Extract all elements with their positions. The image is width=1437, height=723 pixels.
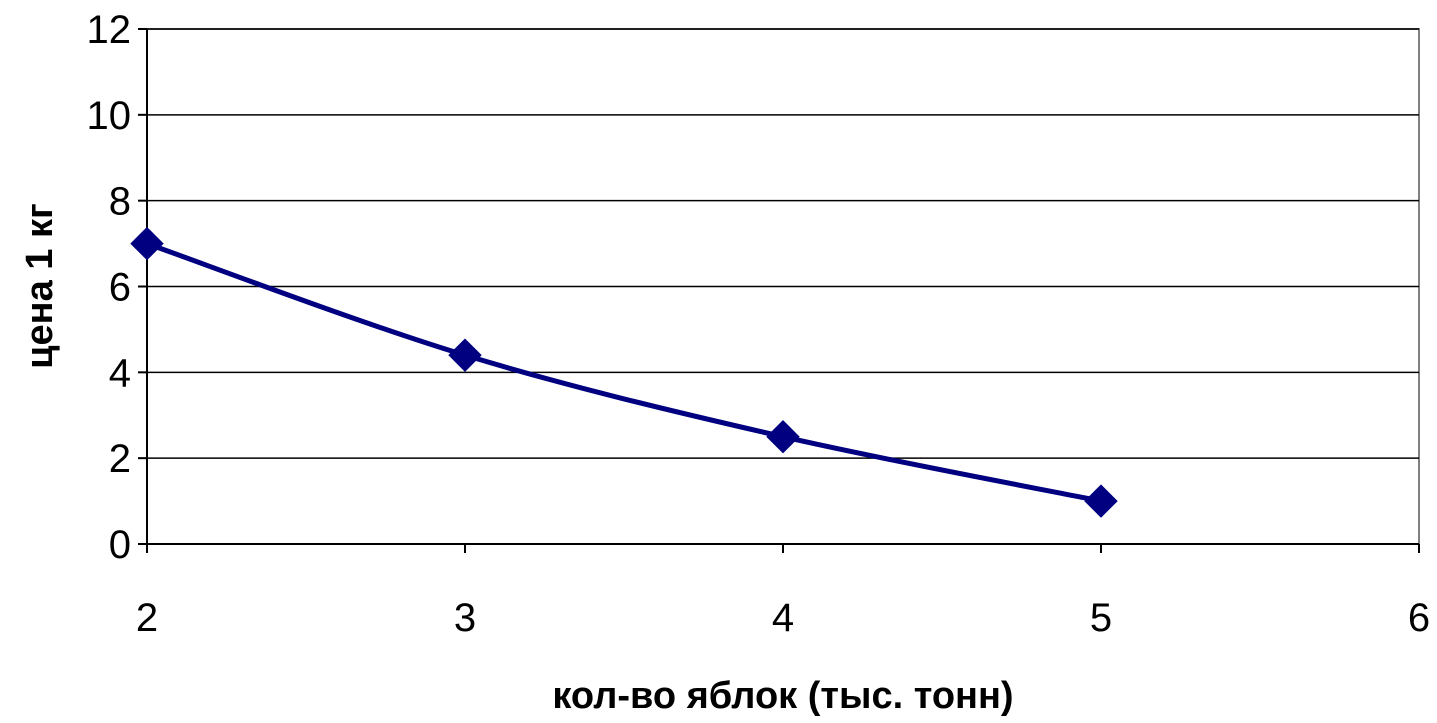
y-tick-label-6: 12 — [87, 8, 132, 52]
y-axis-title: цена 1 кг — [19, 203, 61, 369]
gridlines — [147, 28, 1419, 459]
x-axis-title: кол-во яблок (тыс. тонн) — [552, 675, 1013, 717]
data-point-0 — [130, 226, 164, 261]
x-tick-label-4: 6 — [1408, 596, 1430, 640]
series-group — [130, 226, 1118, 518]
y-tick-label-0: 0 — [109, 523, 131, 567]
x-tick-label-1: 3 — [454, 596, 476, 640]
x-tick-label-0: 2 — [136, 596, 158, 640]
series-line-0 — [146, 241, 1102, 504]
data-point-1 — [448, 338, 482, 372]
y-tick-label-1: 2 — [109, 437, 131, 481]
data-point-3 — [1084, 484, 1118, 518]
x-axis: 2 3 4 5 6 — [136, 543, 1430, 640]
y-tick-label-4: 8 — [109, 180, 131, 224]
y-tick-label-5: 10 — [87, 94, 132, 138]
y-axis: 0 2 4 6 8 10 12 — [87, 8, 148, 567]
y-tick-label-3: 6 — [109, 266, 131, 310]
data-point-2 — [766, 420, 800, 454]
y-tick-label-2: 4 — [109, 351, 131, 395]
x-tick-label-2: 4 — [772, 596, 794, 640]
x-tick-label-3: 5 — [1090, 596, 1112, 640]
